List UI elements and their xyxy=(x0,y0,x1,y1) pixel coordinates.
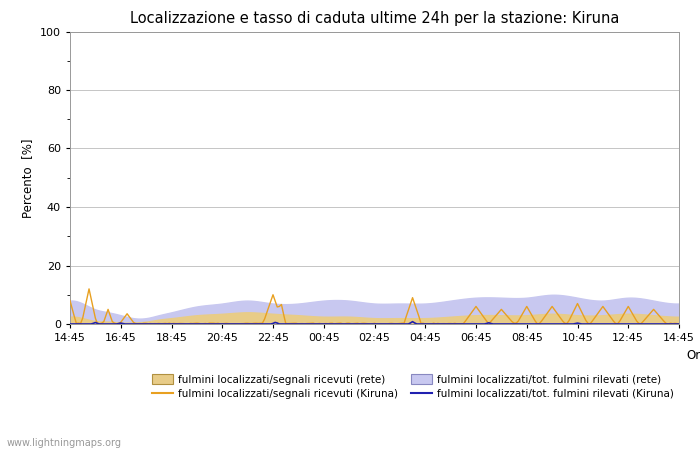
Text: Orario: Orario xyxy=(686,349,700,362)
Title: Localizzazione e tasso di caduta ultime 24h per la stazione: Kiruna: Localizzazione e tasso di caduta ultime … xyxy=(130,11,620,26)
Y-axis label: Percento  [%]: Percento [%] xyxy=(22,138,34,217)
Text: www.lightningmaps.org: www.lightningmaps.org xyxy=(7,438,122,448)
Legend: fulmini localizzati/segnali ricevuti (rete), fulmini localizzati/segnali ricevut: fulmini localizzati/segnali ricevuti (re… xyxy=(148,370,678,403)
